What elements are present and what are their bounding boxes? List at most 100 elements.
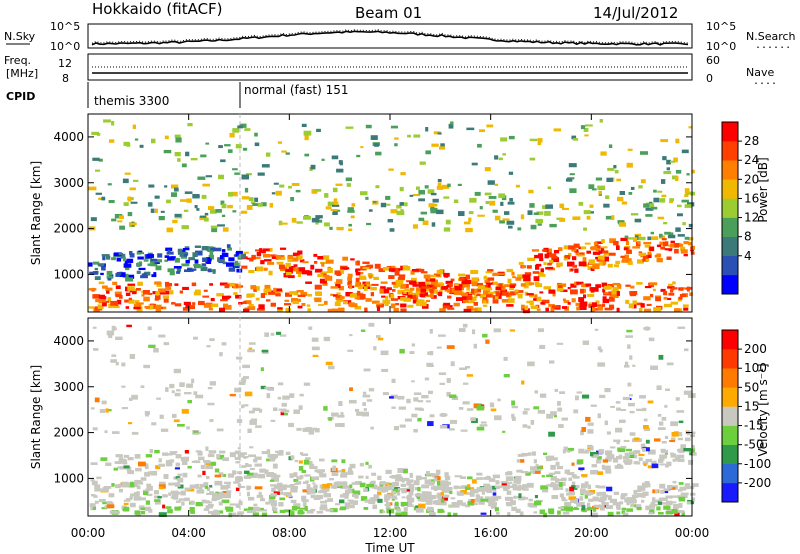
power-cell [143,296,150,302]
power-cell [410,295,417,300]
power-cell [88,262,93,267]
velocity-cell [363,408,367,411]
velocity-cell [446,345,455,349]
velocity-cell [553,486,559,490]
velocity-cell [190,510,195,514]
power-cell [580,246,587,250]
velocity-cell [488,478,496,482]
power-cell [324,222,330,227]
power-cell [418,281,426,287]
velocity-cell [457,492,464,496]
power-cell [148,184,155,188]
power-cell [221,252,229,258]
velocity-cell [628,402,635,407]
velocity-cell [384,487,389,493]
velocity-cell [672,458,676,462]
velocity-cell [534,500,542,506]
velocity-cell [270,502,278,507]
velocity-cell [378,486,383,491]
power-cell [394,270,400,276]
power-cell [413,194,421,197]
power-cell [622,258,629,263]
velocity-cell [591,512,598,518]
power-cell [359,294,366,299]
power-cell [613,240,619,246]
power-cell [136,270,141,274]
power-cell [335,295,343,301]
velocity-cell [310,494,316,499]
velocity-cell [651,461,656,465]
velocity-cell [597,471,604,475]
velocity-cell [203,482,209,487]
velocity-cell [135,467,142,472]
power-cell [274,288,283,292]
power-cell [374,263,381,269]
power-cell [628,303,634,309]
power-cell [250,285,257,290]
velocity-cell [518,493,522,498]
velocity-cell [122,462,128,465]
power-cell [604,291,611,294]
power-cell [454,283,463,286]
power-cell [595,304,602,307]
power-cell [411,277,417,282]
power-cell [494,183,499,186]
power-cell [677,213,683,217]
velocity-cell [195,450,202,453]
velocity-cell [421,395,429,399]
velocity-cell [681,511,685,517]
power-cell [374,143,379,147]
velocity-cell [512,486,521,491]
power-cell [179,253,185,257]
power-cell [615,260,620,265]
power-cell [220,200,225,206]
power-cell [638,185,643,189]
velocity-cell [511,506,517,511]
power-cell [608,144,613,149]
power-cell [678,296,683,300]
velocity-cell [351,482,357,485]
velocity-cell [627,344,631,349]
velocity-cell [140,385,145,389]
velocity-cell [395,476,404,482]
power-cell [398,274,406,278]
power-cell [222,227,229,232]
power-cell [510,291,515,296]
velocity-cell [269,457,275,462]
power-cell [297,305,303,309]
velocity-cell [571,474,577,478]
velocity-cell [641,486,646,491]
colorbar-swatch [722,349,738,369]
velocity-cell [522,424,528,428]
colorbar-swatch [722,274,738,295]
power-cell [570,268,574,271]
power-cell [682,222,686,226]
power-cell [236,268,243,273]
colorbar-swatch [722,368,738,388]
power-cell [514,289,519,295]
velocity-cell [238,485,246,489]
velocity-cell [555,478,559,483]
velocity-cell [627,382,632,387]
colorbar-swatch [722,198,738,218]
power-cell [569,173,575,176]
power-cell [314,261,318,264]
velocity-cell [644,481,650,486]
velocity-cell [369,481,376,485]
velocity-cell [461,502,466,507]
velocity-cell [177,477,184,483]
power-cell [202,183,210,187]
power-cell [572,138,579,141]
power-cell [509,287,515,291]
power-cell [412,299,420,304]
velocity-cell [485,339,490,344]
velocity-cell [650,365,658,370]
velocity-cell [379,481,386,485]
power-cell [420,211,428,215]
velocity-cell [535,464,539,469]
velocity-cell [590,469,599,475]
power-cell [169,271,175,276]
power-cell [169,290,174,295]
velocity-cell [148,344,156,348]
